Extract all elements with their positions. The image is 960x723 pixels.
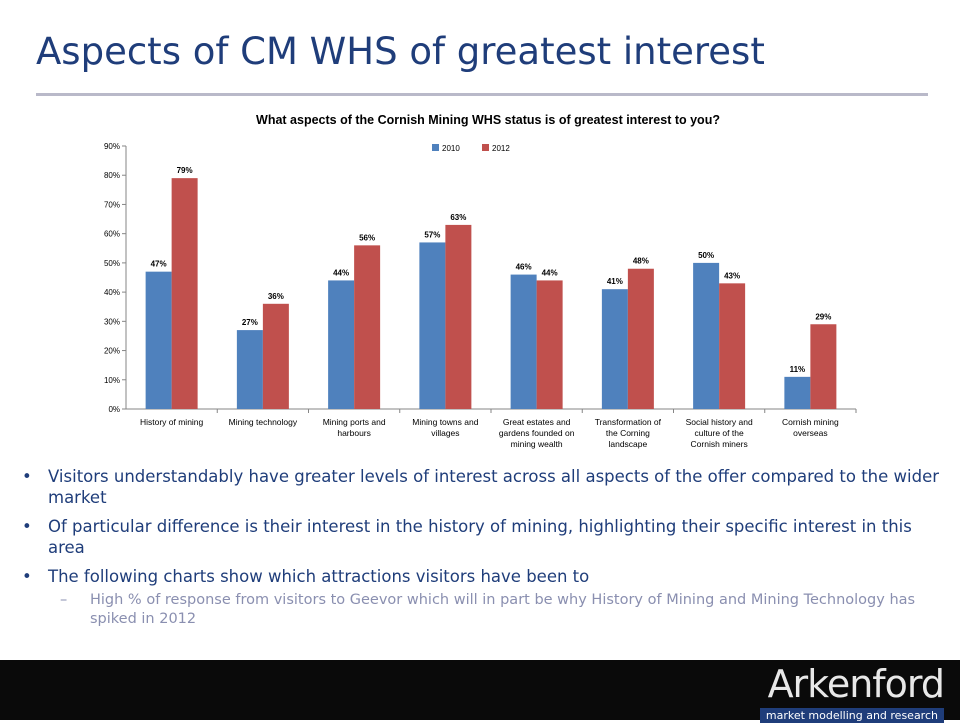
footer-bar: Arkenford market modelling and research xyxy=(0,660,960,723)
y-tick-label: 10% xyxy=(104,376,120,385)
x-category-label: Mining technology xyxy=(229,417,298,427)
sub-bullet-text: High % of response from visitors to Geev… xyxy=(90,592,916,627)
bar-2010 xyxy=(601,289,628,409)
title-divider xyxy=(36,93,928,96)
data-label: 50% xyxy=(698,251,714,260)
x-category-label: History of mining xyxy=(140,417,204,427)
legend-swatch-2010 xyxy=(432,144,439,151)
data-label: 79% xyxy=(177,166,193,175)
y-tick-label: 60% xyxy=(104,230,120,239)
x-category-label: Mining towns and villages xyxy=(412,417,478,438)
bullet-item: Of particular difference is their intere… xyxy=(20,516,950,558)
bar-2012 xyxy=(627,268,654,409)
data-label: 11% xyxy=(790,365,806,374)
legend-label: 2012 xyxy=(492,144,510,153)
data-label: 41% xyxy=(607,277,623,286)
arkenford-logo: Arkenford market modelling and research xyxy=(759,662,945,723)
bar-2012 xyxy=(536,280,563,409)
bullet-item: Visitors understandably have greater lev… xyxy=(20,466,950,508)
data-label: 44% xyxy=(333,268,349,277)
y-tick-label: 40% xyxy=(104,288,120,297)
x-category-label: Great estates and gardens founded on minin… xyxy=(499,417,575,449)
data-label: 44% xyxy=(542,268,558,277)
data-label: 57% xyxy=(424,230,440,239)
bars-group: 47% 79% 27% 36% 44% 56% 57% 63% 46% 44% 41% 48% 50% 4… xyxy=(145,166,837,409)
y-tick-label: 30% xyxy=(104,317,120,326)
bar-2012 xyxy=(354,245,381,409)
data-label: 29% xyxy=(815,312,831,321)
data-label: 56% xyxy=(359,233,375,242)
y-tick-label: 20% xyxy=(104,347,120,356)
legend-label: 2010 xyxy=(442,144,460,153)
y-tick-label: 80% xyxy=(104,171,120,180)
x-category-label: Mining ports and harbours xyxy=(323,417,386,438)
x-category-label: Transformation of the Corning landscape xyxy=(595,417,662,449)
sub-bullet-dash: – xyxy=(60,592,68,608)
bar-2012 xyxy=(262,303,289,409)
data-label: 48% xyxy=(633,257,649,266)
logo-tagline: market modelling and research xyxy=(759,708,944,723)
data-label: 46% xyxy=(516,263,532,272)
bar-2010 xyxy=(510,274,537,409)
bar-2012 xyxy=(445,224,472,409)
bar-2010 xyxy=(693,262,720,409)
x-category-label: Social history and culture of the Cornish … xyxy=(686,417,753,449)
bar-2010 xyxy=(328,280,355,409)
y-tick-label: 0% xyxy=(108,405,120,414)
y-tick-label: 50% xyxy=(104,259,120,268)
y-tick-label: 90% xyxy=(104,142,120,151)
x-category-label: Cornish mining overseas xyxy=(782,417,839,438)
bar-chart: What aspects of the Cornish Mining WHS s… xyxy=(104,113,857,449)
y-tick-label: 70% xyxy=(104,200,120,209)
bar-2012 xyxy=(171,178,198,409)
logo-wordmark: Arkenford xyxy=(767,662,945,706)
bullet-item: The following charts show which attracti… xyxy=(20,566,950,587)
data-label: 36% xyxy=(268,292,284,301)
slide-title: Aspects of CM WHS of greatest interest xyxy=(36,30,765,73)
bar-2010 xyxy=(145,271,172,409)
x-axis-labels: History of mining Mining technology Mining… xyxy=(140,417,839,449)
data-label: 27% xyxy=(242,318,258,327)
bar-2012 xyxy=(719,283,746,409)
legend-swatch-2012 xyxy=(482,144,489,151)
chart-title: What aspects of the Cornish Mining WHS s… xyxy=(256,113,720,127)
bar-2010 xyxy=(419,242,446,409)
data-label: 63% xyxy=(450,213,466,222)
bar-2010 xyxy=(784,376,811,409)
data-label: 47% xyxy=(151,260,167,269)
bar-2012 xyxy=(810,324,837,409)
bar-2010 xyxy=(236,330,263,409)
chart-legend: 2010 2012 xyxy=(432,144,510,153)
data-label: 43% xyxy=(724,271,740,280)
bullet-list: Visitors understandably have greater lev… xyxy=(20,466,950,629)
sub-bullet-item: – High % of response from visitors to Ge… xyxy=(20,591,950,629)
